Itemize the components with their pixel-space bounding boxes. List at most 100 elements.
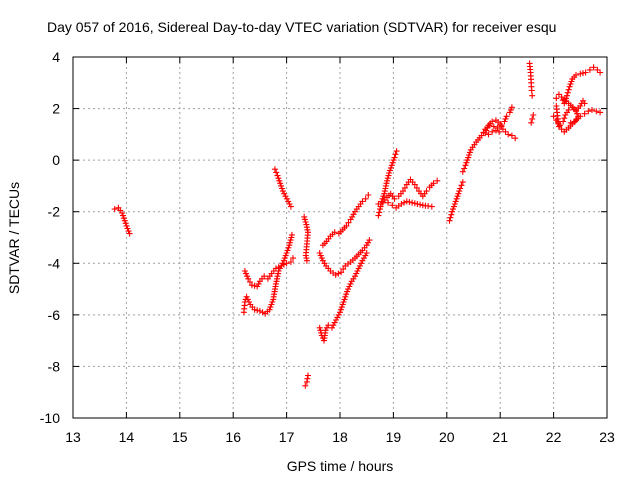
data-point <box>508 104 515 111</box>
data-point <box>286 201 293 207</box>
data-point <box>340 299 347 305</box>
data-point <box>507 106 514 113</box>
data-segment <box>446 179 466 224</box>
data-point <box>508 132 515 139</box>
data-point <box>389 202 396 209</box>
data-point <box>459 168 466 175</box>
data-point <box>346 283 353 290</box>
data-point <box>505 131 512 138</box>
plot-frame <box>72 56 608 419</box>
data-point <box>391 154 398 161</box>
data-point <box>567 81 574 88</box>
data-point <box>342 293 349 300</box>
data-point <box>251 282 258 289</box>
data-point <box>122 220 129 227</box>
data-segment <box>385 198 435 211</box>
data-point <box>589 106 595 113</box>
data-point <box>564 92 570 99</box>
data-point <box>331 229 338 236</box>
data-point <box>447 214 454 221</box>
data-point <box>341 296 348 303</box>
data-point <box>401 199 408 206</box>
data-point <box>501 118 508 125</box>
data-point <box>568 78 575 85</box>
x-tick-label: 15 <box>172 429 188 445</box>
data-point <box>271 166 278 173</box>
data-point <box>425 203 432 209</box>
y-tick-label: 4 <box>52 49 60 65</box>
data-point <box>451 201 458 207</box>
data-point <box>317 327 324 334</box>
data-point <box>401 184 408 191</box>
data-segment <box>271 166 294 210</box>
data-point <box>573 72 579 78</box>
data-point <box>567 119 574 126</box>
data-point <box>256 308 263 314</box>
data-point <box>577 103 584 109</box>
data-point <box>362 252 369 259</box>
data-point <box>558 126 565 133</box>
data-point <box>337 306 344 313</box>
data-point <box>569 104 576 111</box>
data-point <box>375 212 382 219</box>
data-point <box>343 291 350 298</box>
data-point <box>241 268 248 274</box>
data-point <box>414 201 421 207</box>
data-point <box>243 293 250 300</box>
data-point <box>356 262 363 269</box>
data-point <box>335 270 342 277</box>
data-point <box>287 203 294 210</box>
data-point <box>483 127 490 134</box>
data-point <box>301 216 308 223</box>
x-axis-tick-labels: 13 14 15 16 17 18 19 20 21 22 23 <box>65 429 615 445</box>
data-point <box>499 126 506 133</box>
data-point <box>463 159 470 166</box>
data-point <box>400 188 406 195</box>
data-point <box>266 306 273 313</box>
data-point <box>482 130 489 137</box>
data-segment <box>302 372 311 389</box>
data-point <box>553 95 560 102</box>
data-point <box>282 252 289 259</box>
data-point <box>590 64 597 71</box>
data-point <box>566 83 573 90</box>
data-point <box>449 208 456 215</box>
data-point <box>352 273 358 280</box>
data-point <box>384 177 391 184</box>
data-point <box>338 269 345 276</box>
data-point <box>275 264 282 271</box>
x-tick-label: 20 <box>439 429 455 445</box>
data-point <box>121 217 128 224</box>
data-point <box>574 110 581 117</box>
x-axis-label: GPS time / hours <box>287 458 394 474</box>
y-tick-label: -4 <box>48 255 61 271</box>
data-point <box>316 250 323 256</box>
x-tick-label: 13 <box>65 429 81 445</box>
data-point <box>498 123 505 130</box>
data-point <box>453 195 460 202</box>
data-point <box>302 219 309 225</box>
data-point <box>411 181 418 188</box>
data-point <box>273 169 280 176</box>
data-point <box>243 270 249 277</box>
data-point <box>465 154 472 161</box>
data-point <box>376 209 383 216</box>
data-segment <box>319 192 372 249</box>
data-point <box>254 307 261 314</box>
data-point <box>409 199 416 206</box>
data-point <box>261 273 268 280</box>
data-segment <box>375 148 400 219</box>
data-point <box>124 225 131 232</box>
data-point <box>330 322 337 329</box>
y-tick-label: -2 <box>48 204 61 220</box>
data-point <box>502 128 509 135</box>
data-point <box>389 159 396 166</box>
data-point <box>123 222 130 229</box>
data-point <box>245 275 252 282</box>
data-point <box>277 180 284 187</box>
data-point <box>594 66 601 73</box>
data-point <box>434 177 441 184</box>
data-segment <box>553 64 604 107</box>
data-point <box>302 252 309 259</box>
